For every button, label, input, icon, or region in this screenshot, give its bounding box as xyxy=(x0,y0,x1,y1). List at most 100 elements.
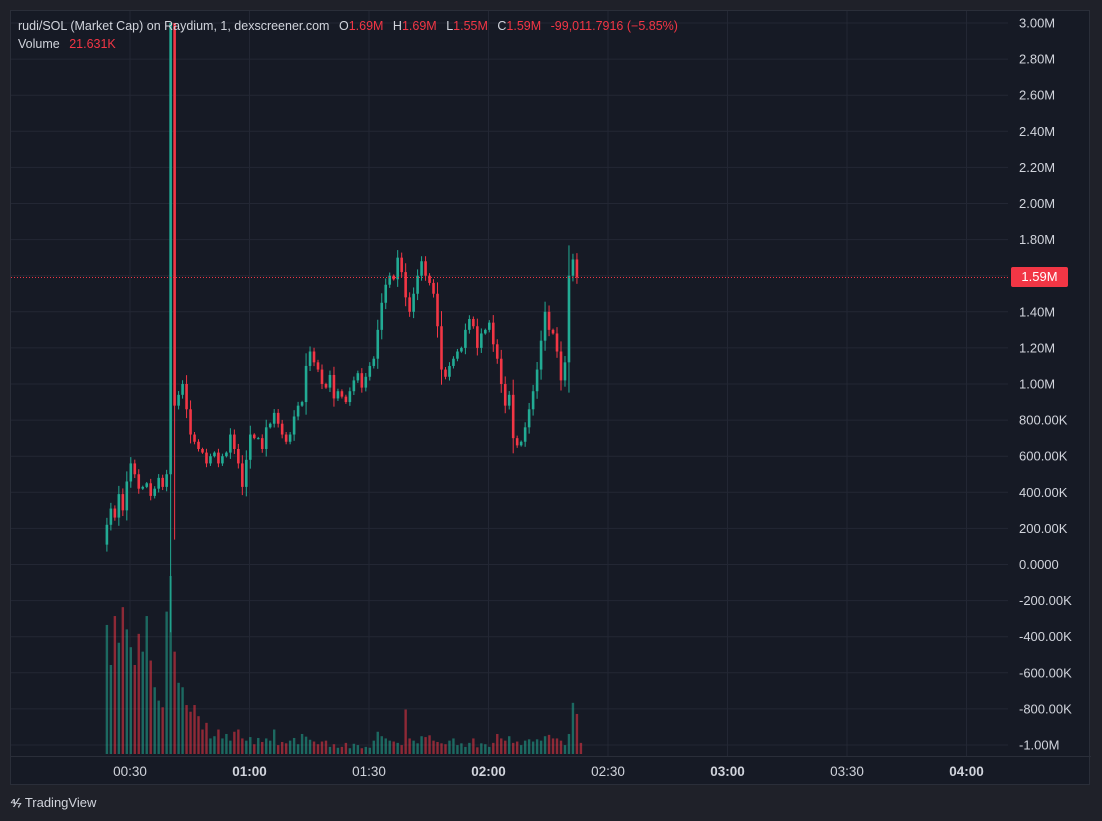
chart-pane[interactable]: 3.00M2.80M2.60M2.40M2.20M2.00M1.80M1.60M… xyxy=(10,10,1091,786)
y-tick-label: -400.00K xyxy=(1019,629,1072,644)
volume-bar xyxy=(137,633,140,754)
candle-body xyxy=(153,488,156,496)
volume-bar xyxy=(436,741,439,754)
volume-bar xyxy=(117,642,121,754)
volume-bar xyxy=(280,741,284,754)
candle-body xyxy=(272,412,276,424)
volume-bar xyxy=(269,740,272,754)
candle-body xyxy=(392,275,395,280)
volume-bar xyxy=(257,737,260,754)
volume-bar xyxy=(261,741,264,754)
tradingview-brand[interactable]: ⁴⁄₇ TradingView xyxy=(10,795,96,810)
volume-bar xyxy=(535,739,539,754)
candle-body xyxy=(380,302,384,330)
candle-body xyxy=(495,344,499,359)
candle-body xyxy=(109,508,113,525)
candle-body xyxy=(360,373,364,388)
grid-lines xyxy=(11,11,1008,756)
volume-bar xyxy=(233,731,236,754)
candle-body xyxy=(444,369,447,377)
candle-body xyxy=(229,434,232,453)
legend-close-label: C xyxy=(497,19,507,33)
volume-bar xyxy=(209,738,212,754)
legend-symbol: rudi/SOL (Market Cap) on Raydium, 1, dex… xyxy=(18,19,330,33)
candle-body xyxy=(304,365,308,403)
candle-body xyxy=(308,351,312,366)
volume-bar xyxy=(308,739,312,754)
candle-body xyxy=(117,494,121,518)
candle-body xyxy=(280,423,284,435)
volume-bar xyxy=(344,742,348,754)
volume-bar xyxy=(125,629,129,754)
candle-body xyxy=(480,333,483,348)
volume-bar xyxy=(472,738,475,754)
y-tick-label: 0.0000 xyxy=(1019,557,1059,572)
volume-bar xyxy=(213,736,216,754)
candle-body xyxy=(284,434,288,442)
volume-bar xyxy=(133,665,136,754)
candle-body xyxy=(324,384,328,388)
x-tick-label: 03:30 xyxy=(830,764,864,779)
current-price-tag: 1.59M xyxy=(1011,267,1068,287)
volume-bar xyxy=(444,744,447,754)
candle-body xyxy=(129,463,133,482)
candle-body xyxy=(125,481,129,511)
candle-body xyxy=(169,23,172,475)
volume-bar xyxy=(253,744,256,754)
volume-bar xyxy=(555,738,559,754)
candle-body xyxy=(440,326,443,370)
candle-body xyxy=(428,275,431,283)
y-tick-label: 2.80M xyxy=(1019,52,1055,67)
x-tick-label: 04:00 xyxy=(949,764,984,779)
volume-bar xyxy=(563,745,567,754)
y-tick-label: 2.60M xyxy=(1019,88,1055,103)
volume-bar xyxy=(161,707,164,754)
volume-bar xyxy=(460,743,463,754)
candle-body xyxy=(300,402,304,406)
volume-bar xyxy=(265,738,268,754)
volume-bar xyxy=(492,742,495,754)
y-tick-label: -800.00K xyxy=(1019,701,1072,716)
volume-bar xyxy=(380,736,383,754)
volume-bar xyxy=(181,687,184,754)
chart-legend: rudi/SOL (Market Cap) on Raydium, 1, dex… xyxy=(18,17,678,53)
volume-bar xyxy=(169,576,172,754)
volume-bar xyxy=(504,740,507,754)
volume-bar xyxy=(185,705,188,754)
volume-bar xyxy=(121,607,125,754)
volume-bar xyxy=(189,711,192,754)
legend-ohlc-row: rudi/SOL (Market Cap) on Raydium, 1, dex… xyxy=(18,17,678,35)
volume-bar xyxy=(109,665,113,754)
volume-bar xyxy=(157,700,160,754)
candle-body xyxy=(332,374,336,399)
volume-bar xyxy=(575,713,579,754)
volume-bar xyxy=(372,740,375,754)
volume-bar xyxy=(288,740,292,754)
candle-body xyxy=(121,494,125,511)
volume-bar xyxy=(249,737,252,754)
candle-body xyxy=(181,384,184,395)
volume-bar xyxy=(432,740,435,754)
candle-body xyxy=(567,275,571,363)
volume-bar xyxy=(320,741,324,754)
candle-body xyxy=(145,483,149,487)
candle-body xyxy=(491,322,495,345)
volume-bar xyxy=(328,746,332,754)
volume-bar xyxy=(567,733,571,754)
y-tick-label: 1.40M xyxy=(1019,304,1055,319)
volume-bar xyxy=(229,740,232,754)
candle-body xyxy=(436,293,439,327)
volume-bar xyxy=(296,744,300,754)
candle-body xyxy=(396,257,399,280)
candle-body xyxy=(472,319,475,327)
legend-close-value: 1.59M xyxy=(506,19,542,33)
candle-body xyxy=(320,369,324,384)
volume-bar xyxy=(364,746,368,754)
candle-body xyxy=(336,391,340,399)
y-tick-label: -200.00K xyxy=(1019,593,1072,608)
candle-body xyxy=(197,441,200,449)
volume-bar xyxy=(527,739,531,754)
volume-bar xyxy=(420,736,423,754)
candlestick-chart[interactable]: 3.00M2.80M2.60M2.40M2.20M2.00M1.80M1.60M… xyxy=(11,11,1091,786)
volume-bar xyxy=(468,742,471,754)
